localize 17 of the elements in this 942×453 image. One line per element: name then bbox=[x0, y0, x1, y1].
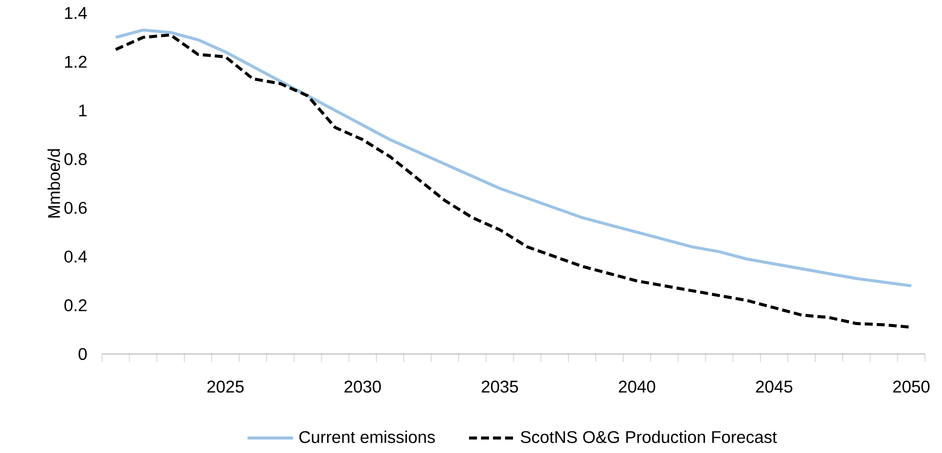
y-axis-title: Mmboe/d bbox=[48, 148, 60, 218]
y-tick-label: 1.4 bbox=[65, 6, 87, 19]
x-tick-label: 2025 bbox=[207, 380, 244, 392]
y-tick-label: 1.2 bbox=[65, 56, 87, 68]
y-tick-label: 0.4 bbox=[64, 250, 87, 262]
legend-label: ScotNS O&G Production Forecast bbox=[520, 430, 777, 443]
x-tick-label: 2045 bbox=[756, 380, 792, 392]
y-tick-label: 0.6 bbox=[64, 202, 87, 214]
y-tick-label: 1 bbox=[79, 104, 87, 116]
x-tick-label: 2030 bbox=[344, 380, 381, 392]
x-tick-label: 2040 bbox=[618, 380, 656, 392]
y-tick-label: 0 bbox=[78, 348, 87, 360]
y-tick-label: 0.2 bbox=[64, 299, 87, 312]
legend-label: Current emissions bbox=[299, 430, 435, 443]
x-tick-label: 2035 bbox=[482, 380, 518, 392]
x-tick-label: 2050 bbox=[893, 380, 930, 392]
y-tick-label: 0.8 bbox=[64, 152, 87, 165]
